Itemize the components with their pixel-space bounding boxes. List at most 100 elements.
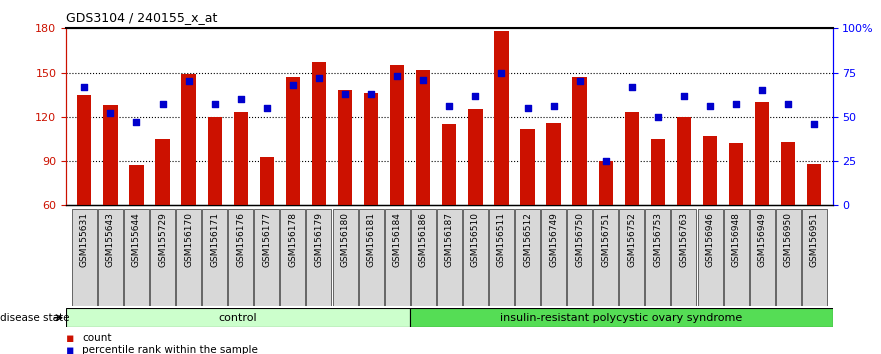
Bar — [807, 164, 821, 205]
Text: insulin-resistant polycystic ovary syndrome: insulin-resistant polycystic ovary syndr… — [500, 313, 743, 323]
Bar — [567, 209, 592, 306]
Bar — [416, 70, 431, 205]
Point — [130, 119, 144, 125]
Bar — [598, 161, 613, 205]
Point — [729, 102, 744, 107]
Text: GSM155729: GSM155729 — [158, 212, 167, 267]
Text: GSM155644: GSM155644 — [132, 212, 141, 267]
Bar — [124, 209, 149, 306]
Point — [599, 158, 613, 164]
Bar — [775, 209, 801, 306]
Bar — [411, 209, 436, 306]
Bar — [521, 129, 535, 205]
Point — [416, 77, 430, 82]
Bar — [646, 209, 670, 306]
Bar — [181, 74, 196, 205]
Text: GSM156951: GSM156951 — [810, 212, 818, 267]
Bar — [260, 156, 274, 205]
Bar — [515, 209, 540, 306]
Bar — [155, 139, 170, 205]
Bar — [442, 124, 456, 205]
Bar — [671, 209, 697, 306]
Bar — [619, 209, 644, 306]
Text: GSM156511: GSM156511 — [497, 212, 506, 267]
Bar — [130, 166, 144, 205]
Text: GSM156181: GSM156181 — [366, 212, 375, 267]
Point — [573, 79, 587, 84]
Point — [521, 105, 535, 111]
Text: GSM156187: GSM156187 — [445, 212, 454, 267]
Bar — [255, 209, 279, 306]
Text: ▪: ▪ — [66, 332, 75, 344]
Point — [364, 91, 378, 97]
Point — [338, 91, 352, 97]
Point — [390, 73, 404, 79]
Point — [651, 114, 665, 120]
Bar — [359, 209, 383, 306]
Bar — [494, 31, 508, 205]
Point — [442, 103, 456, 109]
Text: ▪: ▪ — [66, 344, 75, 354]
Text: GSM156179: GSM156179 — [315, 212, 323, 267]
Bar — [233, 113, 248, 205]
Bar — [72, 209, 97, 306]
Point — [260, 105, 274, 111]
Bar — [176, 209, 201, 306]
Point — [233, 96, 248, 102]
Bar — [463, 209, 488, 306]
Bar — [755, 102, 769, 205]
Bar — [723, 209, 749, 306]
Bar — [677, 117, 691, 205]
Text: GSM156752: GSM156752 — [627, 212, 636, 267]
Bar — [802, 209, 826, 306]
Text: GSM156180: GSM156180 — [341, 212, 350, 267]
Text: GSM156171: GSM156171 — [211, 212, 219, 267]
Text: GSM156949: GSM156949 — [758, 212, 766, 267]
Bar — [66, 308, 411, 327]
Bar — [546, 123, 561, 205]
Bar — [573, 77, 587, 205]
Bar — [150, 209, 175, 306]
Bar — [468, 109, 483, 205]
Point — [807, 121, 821, 127]
Bar — [703, 136, 717, 205]
Text: control: control — [218, 313, 257, 323]
Point — [155, 102, 169, 107]
Text: GSM156170: GSM156170 — [184, 212, 193, 267]
Text: GSM156946: GSM156946 — [706, 212, 714, 267]
Text: count: count — [82, 333, 111, 343]
Point — [755, 87, 769, 93]
Bar — [781, 142, 796, 205]
Text: GSM156950: GSM156950 — [784, 212, 793, 267]
Point — [781, 102, 796, 107]
Bar — [202, 209, 227, 306]
Text: GSM156510: GSM156510 — [470, 212, 480, 267]
Text: GSM156749: GSM156749 — [549, 212, 558, 267]
Point — [469, 93, 483, 98]
Point — [181, 79, 196, 84]
Bar — [332, 209, 358, 306]
Text: disease state: disease state — [0, 313, 70, 323]
Point — [208, 102, 222, 107]
Bar — [437, 209, 462, 306]
Point — [546, 103, 560, 109]
Bar — [312, 62, 326, 205]
Text: GSM156763: GSM156763 — [679, 212, 688, 267]
Bar — [364, 93, 378, 205]
Text: percentile rank within the sample: percentile rank within the sample — [82, 346, 258, 354]
Bar — [593, 209, 618, 306]
Bar — [411, 308, 833, 327]
Text: GSM156176: GSM156176 — [236, 212, 245, 267]
Point — [78, 84, 92, 90]
Point — [703, 103, 717, 109]
Text: GSM155643: GSM155643 — [106, 212, 115, 267]
Bar — [208, 117, 222, 205]
Text: GSM156178: GSM156178 — [288, 212, 298, 267]
Bar — [285, 77, 300, 205]
Bar — [307, 209, 331, 306]
Point — [103, 110, 117, 116]
Bar — [228, 209, 253, 306]
Bar — [750, 209, 774, 306]
Bar — [698, 209, 722, 306]
Point — [285, 82, 300, 88]
